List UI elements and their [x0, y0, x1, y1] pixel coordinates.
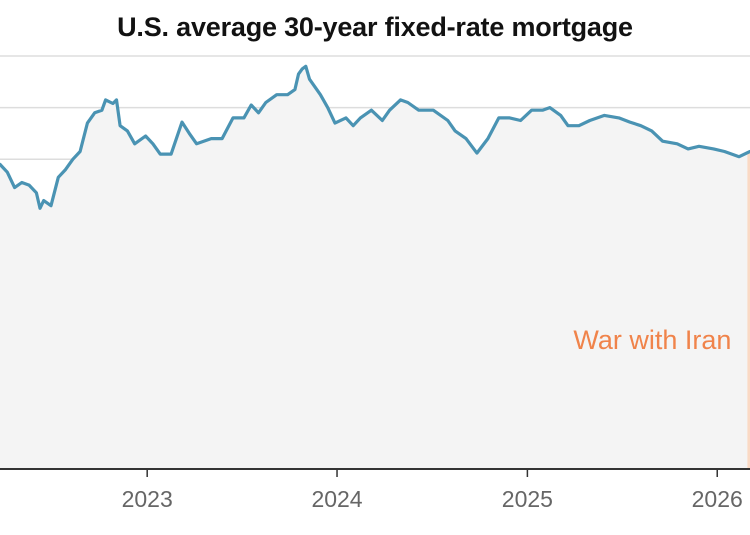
area-fill: [0, 66, 750, 470]
event-band: [747, 151, 750, 469]
chart-title: U.S. average 30-year fixed-rate mortgage: [117, 12, 633, 42]
x-tick-label: 2026: [692, 486, 743, 512]
x-tick-label: 2025: [502, 486, 553, 512]
series-line-group: [0, 64, 750, 210]
annotation-group: War with Iran: [573, 325, 731, 355]
x-tick-label: 2024: [311, 486, 362, 512]
annotation-label: War with Iran: [573, 325, 731, 355]
x-axis-ticks: 2023 2024 2025 2026: [122, 469, 743, 512]
series-line: [0, 64, 750, 210]
x-tick-label: 2023: [122, 486, 173, 512]
